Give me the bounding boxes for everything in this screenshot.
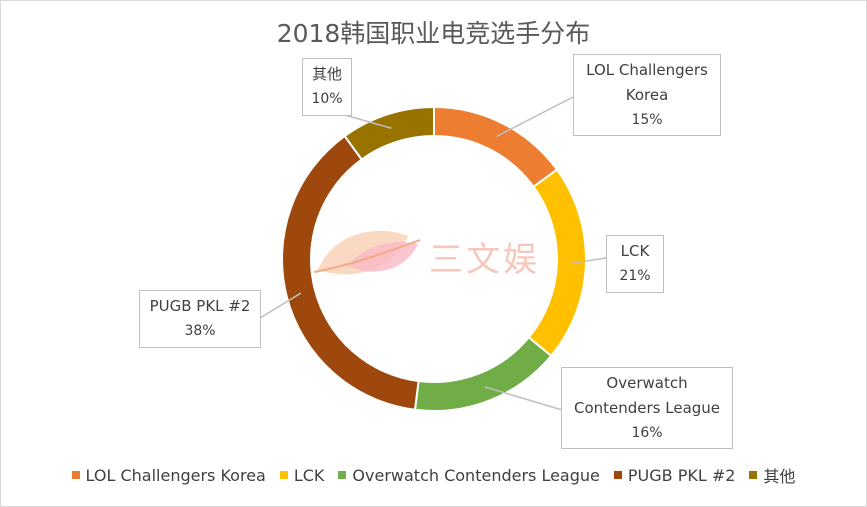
callout-pugb-pkl-2: PUGB PKL #2 38% [139,290,261,348]
legend-item: LOL Challengers Korea [71,463,266,487]
callout-other: 其他 10% [302,58,352,116]
callout-value: 16% [631,425,663,441]
callout-overwatch-contenders-league: Overwatch Contenders League 16% [561,367,733,449]
callout-value: 15% [631,112,663,128]
callout-label-line: Overwatch [606,374,688,392]
chart-title: 2018韩国职业电竞选手分布 [276,19,591,48]
watermark-text: 三文娱 [429,240,540,280]
donut-slice-lol-challengers-korea [433,105,559,189]
legend-swatch [749,471,758,479]
legend-item: PUGB PKL #2 [613,463,736,487]
watermark-logo [313,230,421,275]
legend-swatch [338,471,347,479]
legend-swatch [613,471,622,479]
leader-line [571,257,607,265]
chart-legend: LOL Challengers Korea LCK Overwatch Cont… [0,463,867,487]
legend-label: 其他 [763,467,796,486]
callout-label-line: PUGB PKL #2 [149,297,251,315]
legend-swatch [71,471,80,479]
legend-item: LCK [279,463,325,487]
leader-line [484,386,563,411]
callout-label-line: LOL Challengers [586,61,708,79]
callout-label-line: Korea [625,86,669,104]
legend-label: LOL Challengers Korea [85,465,266,485]
donut-slice-其他 [343,105,435,161]
callout-label-line: LCK [620,242,650,260]
callout-value: 38% [184,323,216,339]
legend-item: 其他 [749,463,795,487]
legend-label: LCK [293,465,325,485]
callout-value: 10% [311,91,343,107]
callout-label-line: Contenders League [573,399,721,417]
leader-line [259,292,302,319]
legend-item: Overwatch Contenders League [338,463,600,487]
callout-lol-challengers-korea: LOL Challengers Korea 15% [573,54,721,136]
callout-value: 21% [619,268,651,284]
legend-swatch [279,471,288,479]
leader-line [496,95,576,138]
legend-label: PUGB PKL #2 [627,465,736,485]
legend-label: Overwatch Contenders League [352,465,600,485]
callout-label-line: 其他 [311,65,342,83]
callout-lck: LCK 21% [606,235,664,293]
